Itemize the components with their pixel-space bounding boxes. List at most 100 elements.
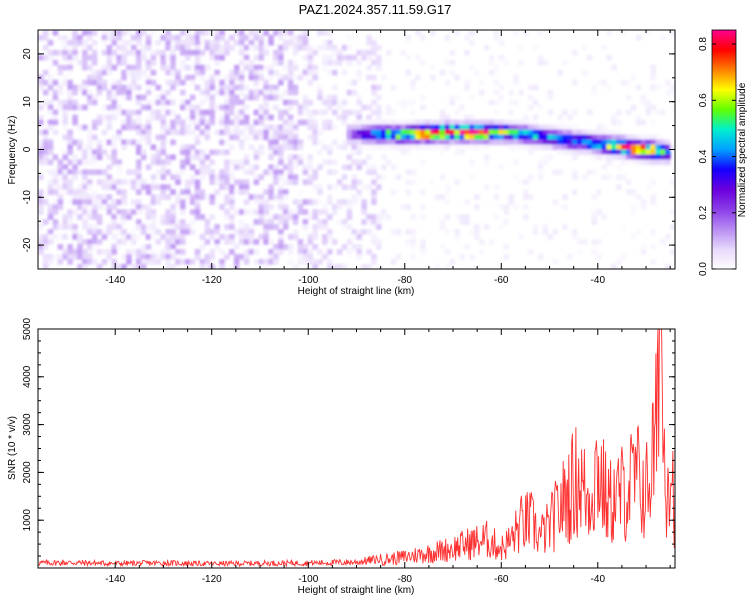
heatmap-cell [67,214,73,220]
heatmap-cell [38,34,44,41]
heatmap-cell [405,179,411,185]
heatmap-cell [336,179,343,185]
heatmap-cell [351,144,358,151]
heatmap-cell [596,129,603,136]
heatmap-cell [160,59,166,66]
heatmap-cell [136,159,142,166]
heatmap-cell [150,109,157,116]
heatmap-cell [121,209,127,215]
heatmap-cell [204,30,211,36]
heatmap-cell [121,144,127,151]
heatmap-cell [591,169,598,175]
heatmap-cell [52,129,59,136]
heatmap-cell [361,204,367,210]
heatmap-cell [189,229,196,235]
heatmap-cell [82,224,88,230]
heatmap-cell [665,144,671,151]
heatmap-cell [586,129,593,136]
heatmap-cell [498,129,505,136]
heatmap-cell [145,59,152,66]
heatmap-cell [312,129,318,136]
heatmap-cell [356,124,362,131]
snr-ticks: -140 -120 -100 -80 -60 -401000200030004000500… [22,317,675,585]
heatmap-cell [297,119,304,126]
heatmap-cell [596,209,603,215]
heatmap-cell [145,124,152,131]
heatmap-cell [160,94,166,101]
heatmap-cell [371,124,377,131]
heatmap-cell [581,134,588,141]
heatmap-cell [523,119,529,126]
heatmap-cell [430,64,436,71]
heatmap-cell [474,69,480,76]
heatmap-cell [307,259,313,265]
heatmap-cell [96,144,103,151]
heatmap-cell [77,214,83,220]
heatmap-cell [376,174,382,180]
heatmap-cell [175,249,181,255]
heatmap-cell [116,30,122,36]
heatmap-y-axis-label: Frequency (Hz) [7,116,18,185]
heatmap-cell [224,114,230,121]
heatmap-cell [616,164,622,171]
heatmap-cell [214,34,220,41]
heatmap-cell [96,249,103,255]
heatmap-cell [302,39,309,46]
heatmap-cell [307,214,313,220]
heatmap-cell [626,79,632,86]
heatmap-cell [189,64,196,71]
heatmap-cell [297,34,304,41]
heatmap-cell [283,30,289,36]
heatmap-cell [273,174,279,180]
heatmap-cell [400,134,407,141]
heatmap-cell [670,84,675,91]
heatmap-cell [82,184,88,190]
heatmap-cell [57,69,64,76]
heatmap-cell [199,64,206,71]
heatmap-cell [420,104,426,111]
heatmap-cell [160,54,166,61]
heatmap-cell [185,224,191,230]
heatmap-cell [302,249,309,255]
heatmap-cell [670,89,675,96]
heatmap-cell [454,144,460,151]
heatmap-cell [175,239,181,245]
heatmap-cell [420,119,426,126]
heatmap-cell [312,134,318,141]
heatmap-cell [572,139,578,146]
heatmap-cell [116,229,122,235]
heatmap-cell [346,44,353,51]
heatmap-cell [650,84,656,91]
heatmap-cell [439,149,446,156]
heatmap-cell [234,74,240,81]
heatmap-cell [258,149,264,156]
heatmap-cell [91,224,98,230]
heatmap-cell [513,174,519,180]
heatmap-cell [121,30,127,36]
heatmap-cell [273,139,279,146]
heatmap-cell [204,224,211,230]
heatmap-cell [332,139,338,146]
heatmap-cell [312,74,318,81]
heatmap-cell [273,69,279,76]
heatmap-cell [297,159,304,166]
heatmap-cell [82,30,88,36]
heatmap-cell [72,89,78,96]
heatmap-cell [469,254,475,260]
heatmap-cell [189,109,196,116]
heatmap-cell [371,39,377,46]
heatmap-cell [253,179,260,185]
heatmap-cell [287,59,294,66]
heatmap-cell [513,144,519,151]
heatmap-cell [165,169,171,175]
heatmap-cell [390,139,397,146]
heatmap-cell [219,249,225,255]
heatmap-cell [180,49,186,56]
heatmap-cell [87,169,93,175]
heatmap-cell [532,114,539,121]
heatmap-cell [258,104,264,111]
heatmap-cell [670,224,675,230]
heatmap-cell [283,219,289,225]
colorbar-ticks: 0.00.20.40.60.8 [698,37,736,276]
heatmap-cell [160,139,166,146]
